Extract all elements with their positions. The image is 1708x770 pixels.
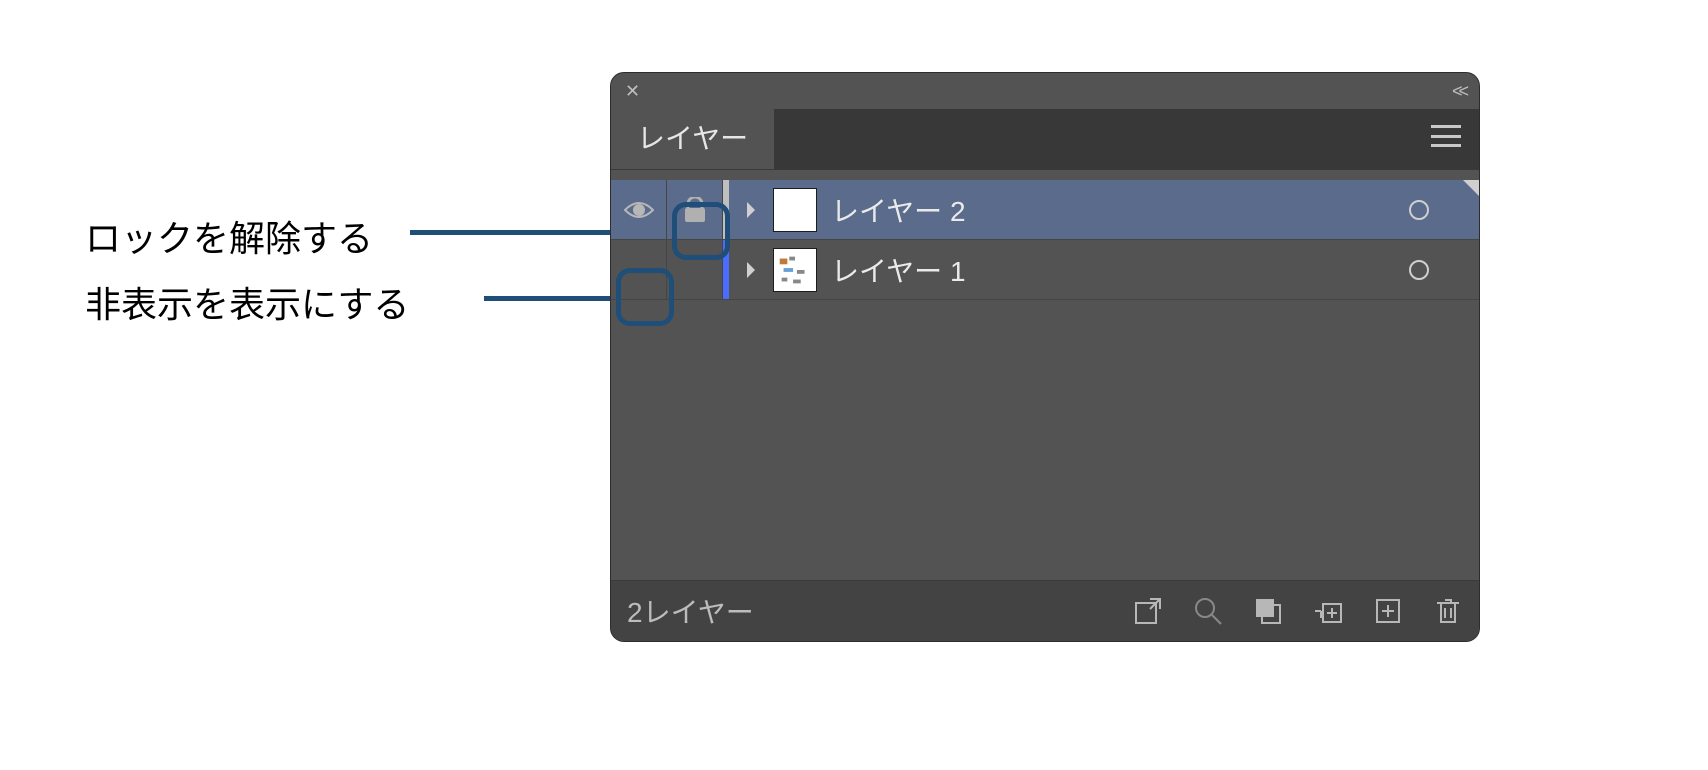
- annotation-unlock-label: ロックを解除する: [85, 210, 373, 262]
- collapse-icon[interactable]: <<: [1452, 82, 1465, 100]
- layer-thumbnail[interactable]: [773, 188, 817, 232]
- close-icon[interactable]: ✕: [625, 82, 640, 100]
- target-icon[interactable]: [1389, 200, 1449, 220]
- annotation-visibility-line: [484, 296, 620, 301]
- footer-toolbar: [1133, 596, 1463, 626]
- target-icon[interactable]: [1389, 260, 1449, 280]
- search-icon[interactable]: [1193, 596, 1223, 626]
- layer-count-label: 2レイヤー: [627, 591, 1133, 631]
- layer-row[interactable]: レイヤー 1: [611, 240, 1479, 300]
- panel-footer: 2レイヤー: [611, 581, 1479, 641]
- lock-toggle[interactable]: [667, 240, 723, 299]
- panel-menu-icon[interactable]: [1431, 125, 1461, 147]
- export-icon[interactable]: [1133, 596, 1163, 626]
- layer-row[interactable]: レイヤー 2: [611, 180, 1479, 240]
- visibility-toggle[interactable]: [611, 180, 667, 239]
- expand-toggle[interactable]: [729, 200, 773, 220]
- layer-name-label[interactable]: レイヤー 1: [831, 250, 1389, 290]
- layers-panel: ✕ << レイヤー レイヤー 2: [610, 72, 1480, 642]
- tab-layers[interactable]: レイヤー: [611, 105, 774, 169]
- layer-name-label[interactable]: レイヤー 2: [831, 190, 1389, 230]
- expand-toggle[interactable]: [729, 260, 773, 280]
- layer-thumbnail[interactable]: [773, 248, 817, 292]
- clipping-mask-icon[interactable]: [1253, 596, 1283, 626]
- panel-tabstrip: レイヤー: [611, 109, 1479, 169]
- annotation-visibility-label: 非表示を表示にする: [85, 276, 409, 328]
- new-layer-icon[interactable]: [1373, 596, 1403, 626]
- trash-icon[interactable]: [1433, 596, 1463, 626]
- new-sublayer-icon[interactable]: [1313, 596, 1343, 626]
- visibility-toggle[interactable]: [611, 240, 667, 299]
- layer-list: レイヤー 2 レイヤー 1: [611, 169, 1479, 581]
- panel-titlebar: ✕ <<: [611, 73, 1479, 109]
- lock-toggle[interactable]: [667, 180, 723, 239]
